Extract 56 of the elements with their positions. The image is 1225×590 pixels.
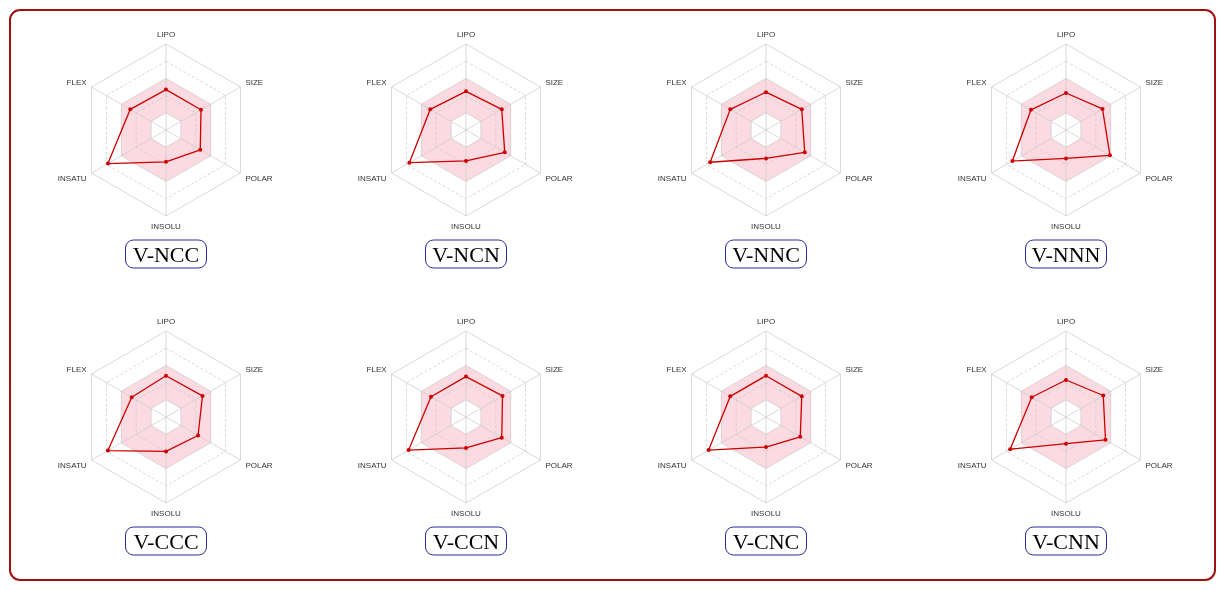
- spoke-label: FLEX: [66, 77, 88, 87]
- spoke-label: SIZE: [1145, 364, 1164, 374]
- spoke-label: FLEX: [966, 364, 988, 374]
- spoke-label: INSATU: [957, 461, 987, 471]
- spoke-label: POLAR: [245, 174, 273, 184]
- spoke-label: LIPO: [456, 29, 476, 39]
- spoke-label: SIZE: [245, 77, 264, 87]
- text: V-NCC: [132, 242, 200, 267]
- spoke-label: INSATU: [57, 461, 87, 471]
- spoke-label: INSATU: [657, 461, 687, 471]
- spoke-label: LIPO: [756, 29, 776, 39]
- text: V-CNN: [1032, 529, 1100, 554]
- text: V-NCN: [432, 242, 500, 267]
- spoke-label: FLEX: [966, 77, 988, 87]
- spoke-label: POLAR: [845, 461, 873, 471]
- spoke-label: INSOLU: [751, 222, 782, 232]
- spoke-label: FLEX: [66, 364, 88, 374]
- text: V-NNC: [732, 242, 800, 267]
- spoke-label: INSOLU: [751, 509, 782, 519]
- text: V-NNN: [1031, 242, 1101, 267]
- spoke-label: INSOLU: [151, 222, 182, 232]
- spoke-label: POLAR: [545, 174, 573, 184]
- spoke-label: LIPO: [1056, 316, 1076, 326]
- spoke-label: INSATU: [357, 174, 387, 184]
- spoke-label: INSATU: [57, 174, 87, 184]
- spoke-label: INSOLU: [1051, 509, 1082, 519]
- spoke-label: INSOLU: [151, 509, 182, 519]
- spoke-label: FLEX: [366, 77, 388, 87]
- spoke-label: INSOLU: [451, 222, 482, 232]
- spoke-label: LIPO: [156, 316, 176, 326]
- spoke-label: INSATU: [357, 461, 387, 471]
- spoke-label: LIPO: [1056, 29, 1076, 39]
- spoke-label: POLAR: [1145, 461, 1173, 471]
- spoke-label: SIZE: [845, 77, 864, 87]
- spoke-label: INSATU: [657, 174, 687, 184]
- text: V-CCN: [432, 529, 500, 554]
- spoke-label: FLEX: [666, 364, 688, 374]
- spoke-label: POLAR: [1145, 174, 1173, 184]
- spoke-label: SIZE: [845, 364, 864, 374]
- spoke-label: POLAR: [245, 461, 273, 471]
- spoke-label: POLAR: [845, 174, 873, 184]
- text: V-CNC: [732, 529, 800, 554]
- spoke-label: POLAR: [545, 461, 573, 471]
- spoke-label: SIZE: [245, 364, 264, 374]
- spoke-label: LIPO: [456, 316, 476, 326]
- spoke-label: INSOLU: [451, 509, 482, 519]
- spoke-label: LIPO: [156, 29, 176, 39]
- spoke-label: INSOLU: [1051, 222, 1082, 232]
- spoke-label: FLEX: [666, 77, 688, 87]
- spoke-label: LIPO: [756, 316, 776, 326]
- text: V-CCC: [133, 529, 199, 554]
- spoke-label: SIZE: [545, 77, 564, 87]
- spoke-label: SIZE: [545, 364, 564, 374]
- spoke-label: SIZE: [1145, 77, 1164, 87]
- spoke-label: INSATU: [957, 174, 987, 184]
- spoke-label: FLEX: [366, 364, 388, 374]
